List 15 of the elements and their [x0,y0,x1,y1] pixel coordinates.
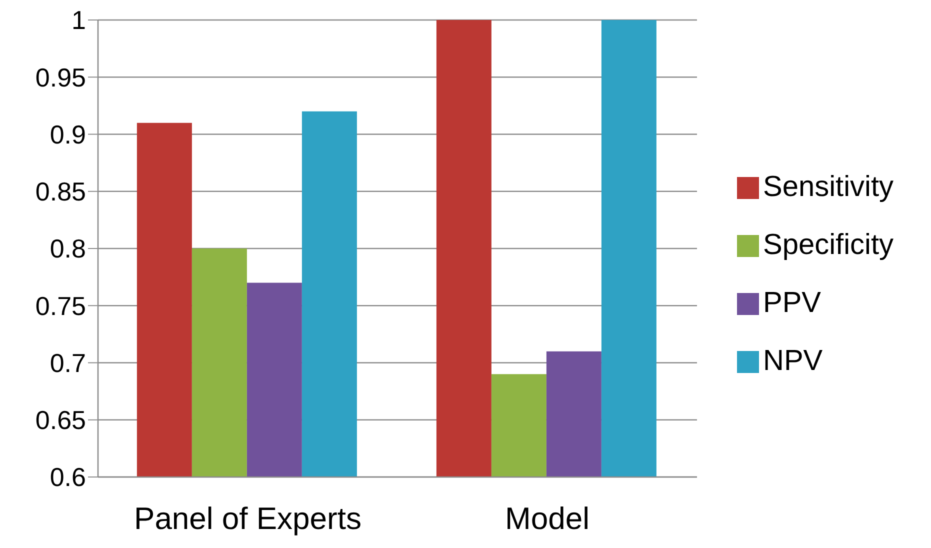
y-tick-label: 0.7 [50,348,86,378]
y-tick-label: 0.75 [35,290,86,321]
y-tick-label: 0.65 [35,405,86,436]
legend-label: Sensitivity [763,171,894,203]
legend-label: NPV [763,345,823,377]
y-tick-label: 1 [72,5,86,36]
y-tick-label: 0.6 [50,462,86,492]
y-tick-label: 0.9 [50,119,86,150]
legend-label: Specificity [763,229,894,261]
x-tick-label: Panel of Experts [134,501,362,536]
y-tick-label: 0.8 [50,234,86,264]
y-tick-label: 0.95 [35,62,86,92]
y-tick-label: 0.85 [35,176,86,207]
legend-label: PPV [763,287,822,319]
x-tick-label: Model [505,501,590,536]
